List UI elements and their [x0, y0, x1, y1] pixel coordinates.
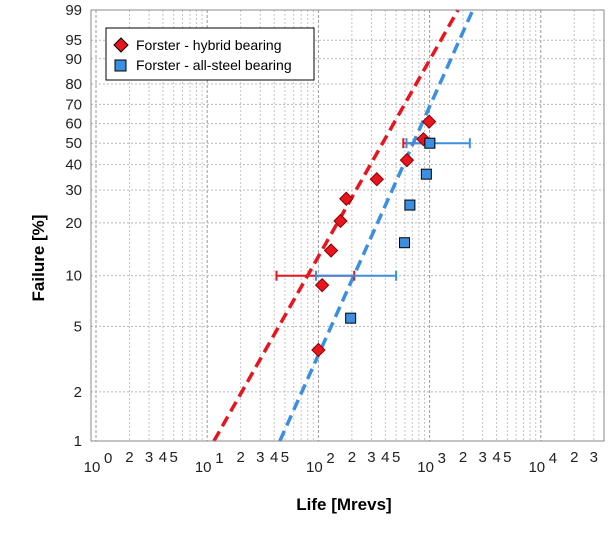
y-tick-label: 2: [74, 384, 82, 401]
x-tick-label-major: 10: [84, 459, 101, 476]
fit-line-hybrid: [212, 9, 460, 442]
point-hybrid: [333, 213, 348, 229]
x-tick-label-minor: 2: [348, 449, 356, 466]
x-tick-label-minor: 3: [256, 449, 264, 466]
x-tick-label-minor: 5: [503, 449, 511, 466]
x-tick-label-minor: 2: [125, 449, 133, 466]
x-tick-label-major: 10: [306, 459, 323, 476]
y-tick-label: 95: [65, 32, 82, 49]
x-tick-label-exponent: 3: [438, 450, 446, 467]
x-tick-label-exponent: 1: [215, 450, 223, 467]
x-tick-label-minor: 2: [237, 449, 245, 466]
legend-marker-steel: [114, 59, 127, 72]
y-tick-label: 5: [74, 318, 82, 335]
y-tick-label: 10: [65, 268, 82, 285]
x-tick-label-exponent: 0: [104, 450, 112, 467]
y-tick-label: 70: [65, 96, 82, 113]
y-tick-label: 60: [65, 116, 82, 133]
y-tick-label: 80: [65, 76, 82, 93]
y-tick-label: 1: [74, 433, 82, 450]
point-steel: [424, 137, 436, 149]
point-hybrid: [314, 277, 330, 293]
point-hybrid: [421, 114, 437, 129]
plot-area: [91, 10, 604, 441]
y-axis-title: Failure [%]: [29, 215, 48, 302]
x-tick-label-major: 10: [528, 459, 545, 476]
point-hybrid: [311, 342, 326, 358]
x-tick-label-exponent: 2: [326, 450, 334, 467]
legend-box: [105, 27, 315, 81]
x-tick-label-minor: 2: [570, 449, 578, 466]
x-tick-label-minor: 3: [145, 449, 153, 466]
point-steel: [404, 199, 416, 211]
y-tick-label: 40: [65, 157, 82, 174]
point-hybrid: [323, 243, 339, 258]
x-tick-label-minor: 4: [159, 449, 167, 466]
x-tick-label-minor: 5: [281, 449, 289, 466]
x-tick-label-minor: 4: [270, 449, 278, 466]
plot-frame: [90, 9, 605, 442]
point-steel: [420, 168, 432, 180]
fit-lines: [212, 9, 475, 442]
y-tick-label: 20: [65, 215, 82, 232]
x-tick-label-minor: 5: [170, 449, 178, 466]
y-tick-label: 99: [65, 2, 82, 19]
point-hybrid: [369, 171, 384, 187]
point-hybrid: [339, 191, 354, 206]
legend-label-steel: Forster - all-steel bearing: [136, 57, 292, 73]
y-tick-label: 90: [65, 51, 82, 68]
x-tick-label-minor: 4: [492, 449, 500, 466]
x-axis-title: Life [Mrevs]: [296, 495, 391, 514]
point-steel: [399, 237, 411, 249]
data-points: [311, 114, 437, 358]
x-tick-label-major: 10: [195, 459, 212, 476]
y-tick-labels: 1 2 5 10 20 30 40 50 60 70 80 90 95 99: [65, 2, 82, 450]
point-hybrid: [399, 152, 415, 168]
x-tick-label-minor: 4: [381, 449, 389, 466]
fit-line-steel: [278, 9, 475, 442]
point-steel: [345, 312, 357, 324]
legend-marker-hybrid: [113, 37, 129, 53]
legend: Forster - hybrid bearing Forster - all-s…: [105, 27, 315, 81]
x-tick-label-major: 10: [417, 459, 434, 476]
y-tick-label: 50: [65, 135, 82, 152]
error-bar-steel: [405, 138, 471, 149]
x-tick-label-minor: 5: [392, 449, 400, 466]
x-tick-label-minor: 3: [590, 449, 598, 466]
error-bar-steel: [314, 270, 398, 281]
x-tick-label-minor: 3: [478, 449, 486, 466]
x-tick-label-minor: 2: [459, 449, 467, 466]
legend-label-hybrid: Forster - hybrid bearing: [136, 37, 282, 53]
x-tick-label-minor: 3: [367, 449, 375, 466]
y-tick-label: 30: [65, 182, 82, 199]
x-tick-label-exponent: 4: [549, 450, 557, 467]
